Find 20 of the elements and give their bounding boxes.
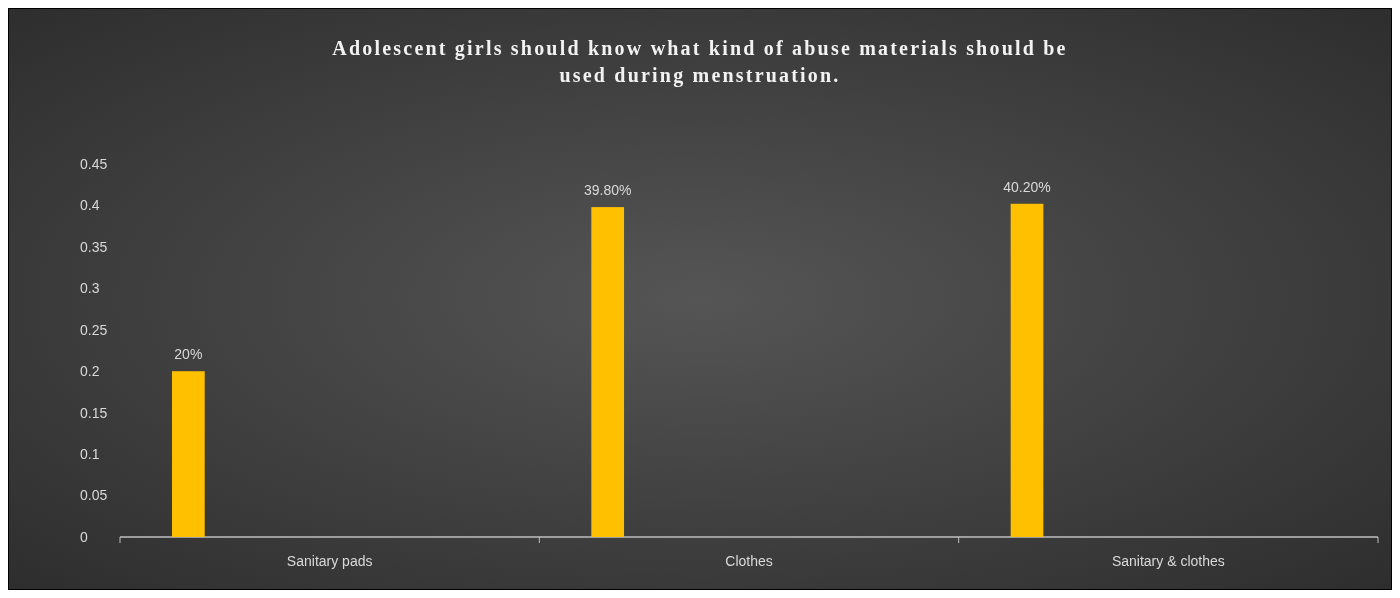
y-tick-label: 0.25 (80, 321, 108, 338)
y-tick-label: 0.3 (80, 280, 100, 297)
y-tick-label: 0.15 (80, 404, 108, 421)
bar (1010, 203, 1044, 537)
y-tick-label: 0.35 (80, 238, 108, 255)
x-tick-label: Sanitary pads (286, 553, 373, 569)
y-tick-label: 0.4 (80, 197, 100, 214)
chart-title: Adolescent girls should know what kind of abuse materials should be used during menstruation. (332, 37, 1068, 87)
bar (172, 371, 205, 537)
y-tick-label: 0.2 (80, 363, 100, 380)
y-tick-label: 0 (80, 528, 88, 545)
x-tick-label: Sanitary & clothes (1111, 553, 1225, 569)
y-tick-label: 0.05 (80, 487, 108, 504)
data-label: 40.20% (1003, 178, 1051, 195)
y-tick-label: 0.45 (80, 155, 108, 172)
data-label: 39.80% (583, 182, 632, 199)
y-tick-label: 0.1 (80, 446, 100, 463)
bar (591, 207, 625, 537)
x-tick-label: Clothes (725, 553, 773, 569)
data-label: 20% (174, 346, 203, 363)
